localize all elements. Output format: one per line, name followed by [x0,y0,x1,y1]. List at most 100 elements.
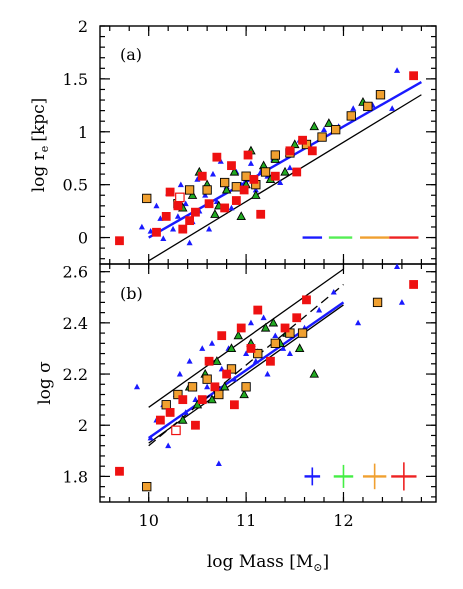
panel-b-point-2-4 [202,374,212,384]
panel-b-point-1-0 [178,414,188,424]
panel-b-point-3-16 [292,313,302,323]
panel-a-point-3-14 [239,185,249,195]
x-tick-label-2: 12 [333,511,353,530]
panel-b-fit-line-1 [148,283,344,447]
panel-a-point-0-30 [277,179,284,185]
panel-a-point-1-1 [187,190,198,199]
panel-b-point-3-17 [302,295,311,305]
panel-b-fit-line-0 [148,301,345,440]
panel-a-point-3-13 [231,196,241,205]
panel-b-point-3-8 [217,331,227,341]
panel-b-point-2-2 [173,389,183,400]
panel-b-point-2-5 [214,389,224,400]
panel-b-point-0-1 [147,434,154,441]
panel-a-point-0-9 [177,181,184,188]
panel-b-point-0-23 [272,332,279,339]
panel-b-point-1-16 [294,343,305,353]
panel-b-point-0-28 [330,288,337,295]
panel-b-point-3-10 [230,400,239,410]
panel-a-point-3-5 [178,224,188,234]
panel-b-point-3-0 [115,466,124,476]
panel-a-point-3-21 [298,135,307,145]
panel-b-point-0-22 [264,370,271,377]
panel-b-ytick-label-3: 2.4 [63,314,88,333]
panel-b-point-1-2 [192,399,203,409]
panel-a-point-0-34 [320,126,328,133]
panel-b-point-0-0 [133,383,141,390]
panel-a-point-3-11 [220,203,230,213]
panel-a-point-2-14 [346,111,356,121]
panel-b-point-3-12 [246,344,256,353]
panel-a-point-3-16 [249,174,259,184]
panel-b-point-3-2 [165,408,175,417]
panel-b-point-2-10 [285,328,295,338]
panel-b-point-3-5 [197,395,207,405]
x-tick-label-1: 11 [236,511,256,530]
panel-a-marks [115,67,422,262]
panel-b-point-1-9 [239,389,249,399]
panel-b-point-1-17 [309,368,320,378]
panel-a-point-3-6 [185,216,194,226]
panel-a-axes: 0 0.5 1 1.5 2 [63,17,436,264]
panel-a-point-1-6 [221,184,232,194]
panel-a-point-3-4 [173,201,183,211]
panel-b-point-0-10 [199,345,206,351]
panel-a-point-2-2 [184,185,195,195]
panel-a-point-2-12 [317,132,327,142]
panel-b-point-0-18 [243,350,250,356]
panel-b-point-3-6 [204,356,214,366]
panel-b-point-2-11 [297,328,308,338]
panel-a-point-0-8 [174,213,181,219]
panel-a-point-2-16 [375,90,386,100]
panel-b-point-0-31 [398,299,405,305]
panel-a-point-3-9 [204,199,214,209]
panel-b-point-2-7 [241,382,251,392]
panel-a-point-0-17 [209,170,217,177]
panel-a-point-3-18 [270,171,280,181]
panel-a-point-1-15 [280,166,290,176]
panel-b-point-0-21 [260,314,267,321]
panel-a-point-0-3 [153,202,160,209]
x-axis-label-main: log Mass [M [207,552,313,572]
panel-b-point-0-24 [280,345,287,351]
panel-a-ylabel-main: log r [29,151,49,192]
panel-a-point-0-5 [160,235,167,242]
panel-b-axes: 1.8 2 2.2 2.4 2.6 10 11 12 [63,263,436,530]
panel-b-point-1-7 [226,343,237,353]
panel-b-point-0-20 [252,358,259,364]
panel-b-point-3-18 [409,280,418,289]
panel-a-point-3-20 [292,167,302,177]
panel-b-ytick-label-2: 2.2 [63,365,88,384]
panel-b-point-3-7 [210,382,220,392]
panel-a-point-0-15 [202,192,209,198]
panel-a-point-3-0 [115,236,124,246]
panel-b-ylabel: log σ [35,361,55,405]
panel-b-point-0-12 [208,340,216,346]
panel-a-point-2-5 [231,182,241,192]
panel-b-point-2-8 [253,348,263,359]
panel-b-point-1-5 [212,356,222,365]
panel-b-point-2-9 [270,338,280,348]
x-tick-label-0: 10 [139,511,159,530]
panel-b-point-0-8 [186,358,193,364]
panel-a-ytick-label-0: 0 [78,229,88,248]
panel-a-point-0-10 [182,200,189,207]
panel-a-fit-line-1 [148,94,422,262]
panel-b-point-0-30 [394,263,401,269]
panel-a-label: (a) [120,45,142,64]
panel-a-point-1-4 [210,209,220,218]
panel-b-ytick-label-4: 2.6 [63,263,88,282]
panel-a-point-1-16 [290,139,300,149]
panel-b-point-3-15 [280,323,290,333]
panel-a-point-3-3 [165,187,175,197]
panel-b-point-0-6 [176,370,183,377]
panel-b-point-2-0 [142,481,152,492]
panel-a-point-3-19 [285,146,295,156]
panel-a: (a) log re [kpc] 0 0.5 1 1.5 2 [29,17,437,265]
panel-b-point-2-3 [187,382,198,392]
panel-a-point-3-7 [191,207,200,217]
panel-b-label: (b) [120,284,143,303]
panel-b-point-1-8 [233,330,244,340]
